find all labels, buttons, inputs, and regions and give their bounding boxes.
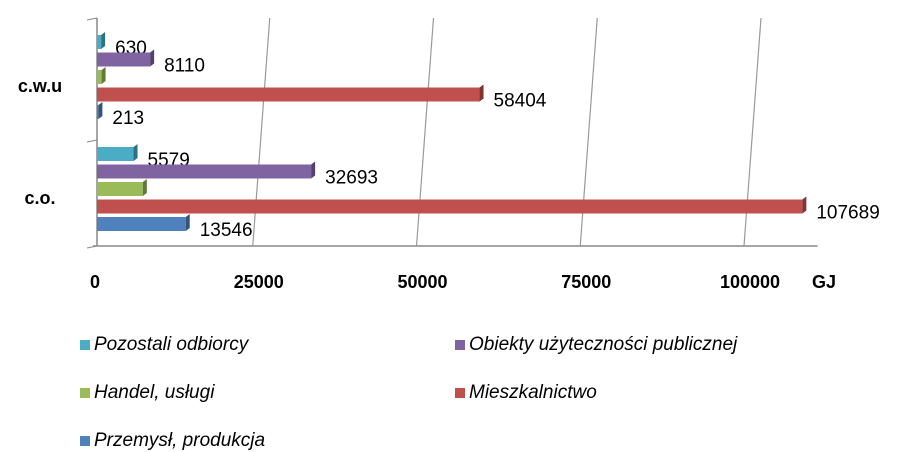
bar-side <box>142 179 147 196</box>
bar-side <box>101 67 106 84</box>
data-label: 58404 <box>494 91 547 112</box>
legend-label: Obiekty użyteczności publicznej <box>469 334 738 355</box>
bar-side <box>311 161 316 179</box>
bar-side <box>802 196 807 214</box>
bar-side <box>133 144 138 161</box>
data-label: 107689 <box>816 203 879 224</box>
bar-side <box>479 84 484 102</box>
x-tick-label: 25000 <box>234 272 284 292</box>
legend-swatch <box>80 388 90 398</box>
bar <box>97 182 143 196</box>
y-tick-label: c.o. <box>24 188 55 208</box>
legend-swatch <box>80 436 90 446</box>
axis-tick <box>86 139 98 143</box>
bar-side <box>98 102 103 119</box>
legend-label: Mieszkalnictwo <box>469 382 597 403</box>
bar-side <box>185 214 190 231</box>
legend-label: Pozostali odbiorcy <box>94 334 250 355</box>
bar <box>97 147 134 161</box>
x-tick-label: 50000 <box>397 272 447 292</box>
data-label: 32693 <box>325 168 378 189</box>
y-tick-label: c.w.u <box>18 76 62 96</box>
bar <box>97 70 102 84</box>
legend-swatch <box>80 340 90 350</box>
data-label: 13546 <box>200 220 253 241</box>
axis-tick <box>86 245 98 249</box>
data-label: 8110 <box>164 56 205 77</box>
bar <box>97 199 803 214</box>
x-tick-label: 100000 <box>720 272 780 292</box>
x-axis-title: GJ <box>812 272 836 292</box>
bar <box>97 217 186 231</box>
legend-label: Przemysł, produkcja <box>94 430 265 451</box>
bar-side <box>101 32 106 49</box>
legend-label: Handel, usługi <box>94 382 215 403</box>
bar-side <box>150 49 155 67</box>
legend-swatch <box>455 388 465 398</box>
x-tick-label: 0 <box>90 272 100 292</box>
axis-tick <box>86 17 98 21</box>
x-tick-label: 75000 <box>561 272 611 292</box>
bar <box>97 164 312 179</box>
bar <box>97 105 99 119</box>
data-label: 213 <box>112 108 144 129</box>
bar <box>97 35 102 49</box>
bar <box>97 52 151 67</box>
legend-swatch <box>455 340 465 350</box>
bar <box>97 87 480 102</box>
